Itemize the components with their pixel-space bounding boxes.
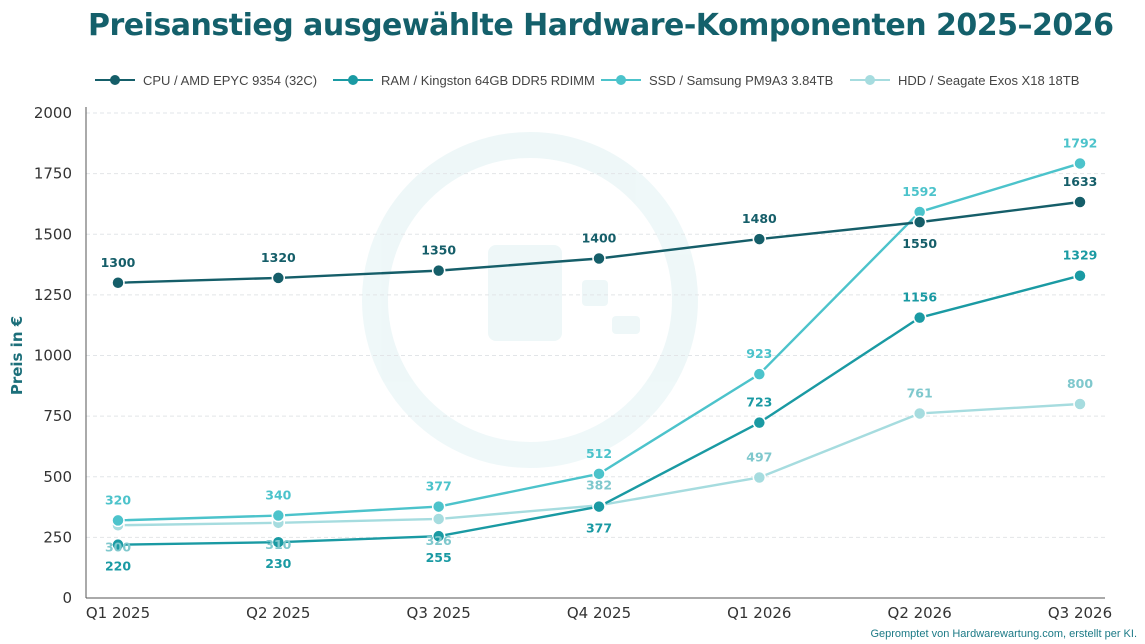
data-label: 320 [105,492,131,507]
watermark-ring [362,132,698,468]
data-point [1073,268,1087,283]
y-axis-title: Preis in € [8,316,26,395]
data-label: 723 [746,395,772,410]
legend-item: CPU / AMD EPYC 9354 (32C) [95,68,317,92]
data-label: 497 [746,449,772,464]
legend-item: RAM / Kingston 64GB DDR5 RDIMM [333,68,595,92]
data-label: 255 [426,550,452,565]
chart-legend: CPU / AMD EPYC 9354 (32C) RAM / Kingston … [95,68,1135,92]
data-label: 1350 [421,243,456,258]
y-tick-label: 500 [43,468,72,486]
data-point [912,215,927,229]
data-point [111,276,125,290]
data-point [912,310,927,325]
x-tick-label: Q3 2025 [407,604,471,622]
legend-item: SSD / Samsung PM9A3 3.84TB [601,68,833,92]
data-label: 1400 [582,231,617,246]
data-label: 230 [265,556,291,571]
y-tick-label: 750 [43,407,72,425]
y-tick-label: 1250 [34,286,72,304]
data-point [752,415,767,430]
data-label: 310 [265,537,291,552]
y-tick-label: 2000 [34,104,72,122]
watermark-node-icon [612,316,640,334]
watermark-chip-icon [488,245,562,341]
data-point [431,512,446,526]
data-label: 326 [426,533,452,548]
data-label: 1480 [742,211,777,226]
legend-item: HDD / Seagate Exos X18 18TB [850,68,1079,92]
data-label: 300 [105,539,131,554]
x-tick-label: Q1 2025 [86,604,150,622]
legend-swatch-dot [865,75,875,85]
data-point [111,513,125,528]
data-point [431,529,446,543]
data-label: 382 [586,477,612,492]
data-point [111,537,125,552]
data-label: 220 [105,559,131,574]
x-tick-label: Q1 2026 [727,604,791,622]
legend-swatch [601,74,641,86]
legend-swatch [95,74,135,86]
data-label: 1329 [1063,248,1098,263]
data-point [592,499,606,514]
legend-swatch [850,74,890,86]
footer-note: Gepromptet von Hardwarewartung.com, erst… [870,628,1137,640]
data-label: 1550 [902,236,937,251]
data-label: 1320 [261,250,296,265]
legend-label: CPU / AMD EPYC 9354 (32C) [143,72,318,88]
legend-swatch [333,74,373,86]
data-label: 377 [426,479,452,494]
data-label: 761 [907,385,933,400]
data-point [752,232,767,246]
data-point [431,263,446,278]
data-point [271,535,286,549]
x-tick-label: Q4 2025 [567,604,631,622]
y-tick-label: 1000 [34,347,72,365]
y-tick-label: 1750 [34,165,72,183]
data-point [752,367,767,381]
watermark-node-icon [582,280,608,306]
x-tick-label: Q3 2026 [1048,604,1112,622]
legend-swatch-dot [348,75,358,85]
data-point [271,508,286,523]
data-label: 377 [586,521,612,536]
data-label: 800 [1067,376,1093,391]
data-point [1073,156,1087,171]
data-point [431,499,446,514]
data-point [912,406,927,421]
x-tick-label: Q2 2026 [888,604,952,622]
chart-title: Preisanstieg ausgewählte Hardware-Kompon… [88,8,1114,43]
legend-label: SSD / Samsung PM9A3 3.84TB [649,72,834,88]
data-label: 1156 [902,290,937,305]
data-label: 1633 [1063,174,1098,189]
data-point [592,251,606,266]
legend-swatch-dot [616,75,626,85]
data-point [1073,397,1087,411]
data-label: 340 [265,488,291,503]
series-line [117,162,1081,522]
data-label: 923 [746,346,772,361]
y-tick-label: 1500 [34,225,72,243]
y-tick-label: 250 [43,528,72,546]
watermark-logo [362,132,698,468]
legend-label: HDD / Seagate Exos X18 18TB [898,72,1080,88]
data-label: 512 [586,446,612,461]
data-point [592,467,606,481]
data-point [1073,195,1087,209]
y-tick-label: 0 [62,589,72,607]
data-label: 1300 [101,255,136,270]
data-label: 1792 [1063,135,1098,150]
data-point [752,470,767,485]
data-label: 1592 [902,184,937,199]
x-tick-label: Q2 2025 [246,604,310,622]
legend-label: RAM / Kingston 64GB DDR5 RDIMM [381,72,595,88]
data-point [271,271,286,285]
legend-swatch-dot [110,75,120,85]
